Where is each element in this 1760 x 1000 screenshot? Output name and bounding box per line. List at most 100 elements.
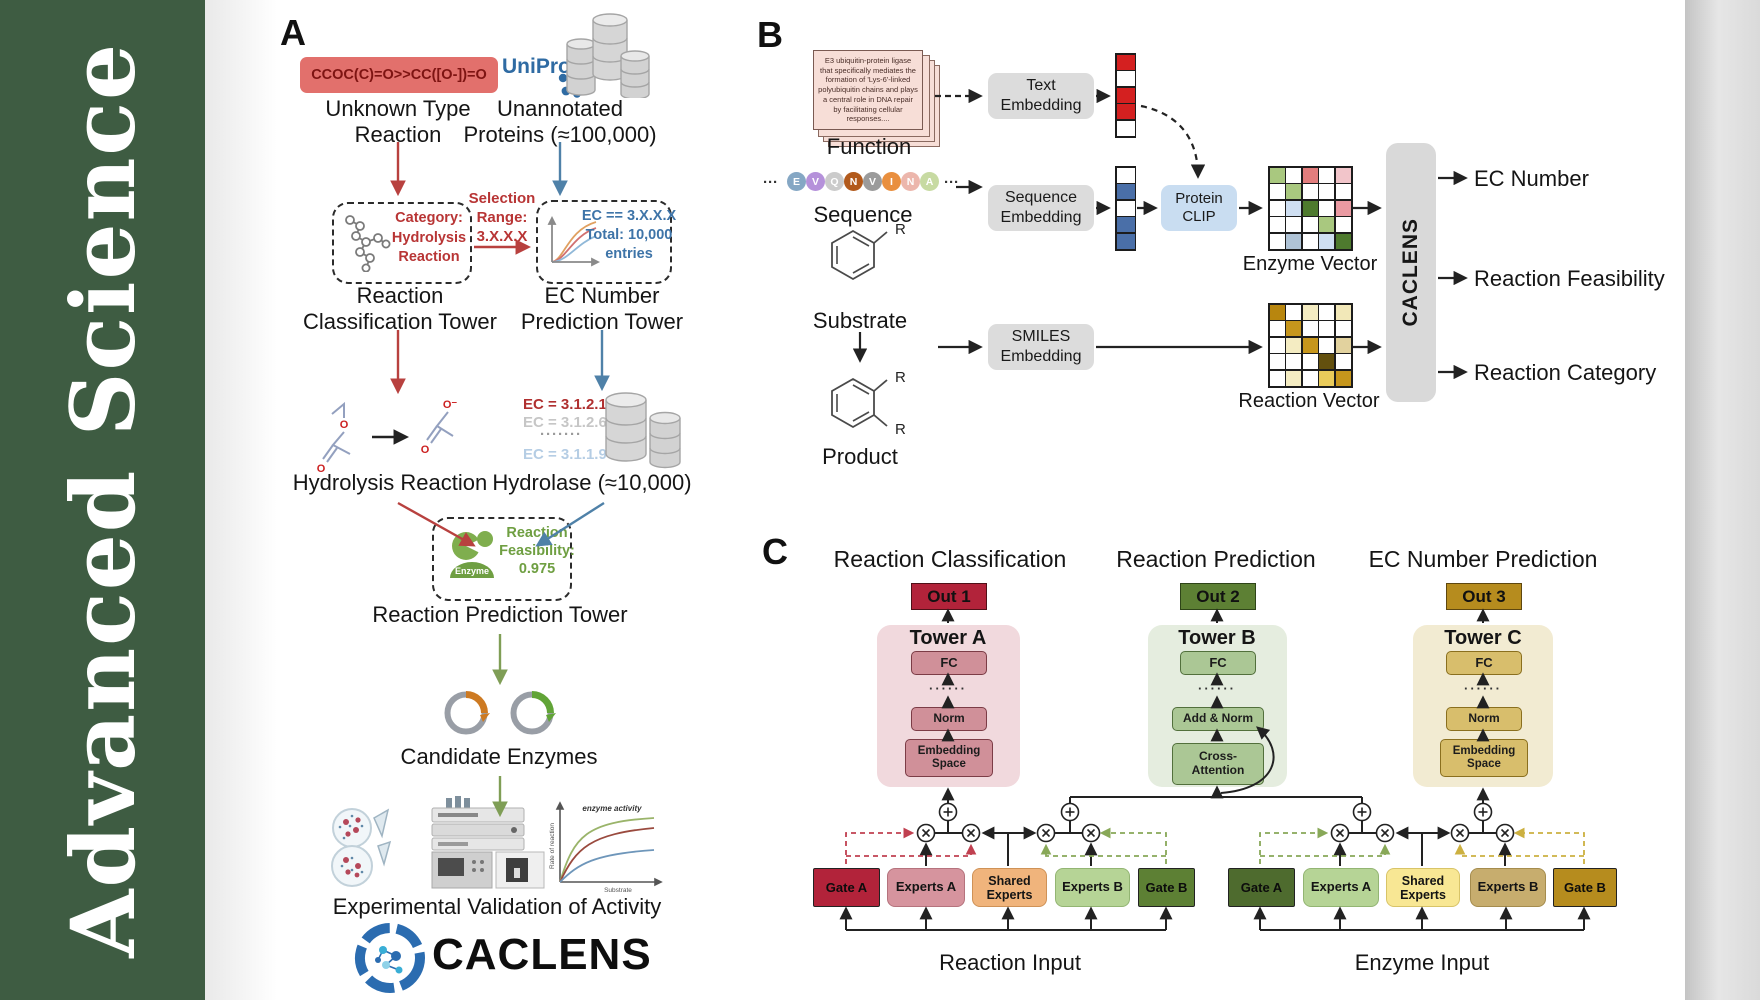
output-reaction-feasibility: Reaction Feasibility bbox=[1474, 266, 1665, 291]
matrix-cell bbox=[1319, 233, 1335, 249]
out3-box: Out 3 bbox=[1446, 583, 1522, 610]
matrix-cell bbox=[1286, 167, 1302, 183]
matrix-cell bbox=[1269, 233, 1285, 249]
out1-box: Out 1 bbox=[911, 583, 987, 610]
enzyme-vector-matrix bbox=[1268, 166, 1353, 251]
matrix-cell bbox=[1116, 54, 1135, 70]
moe-reaction-experts-a: Experts A bbox=[887, 868, 965, 907]
matrix-cell bbox=[1302, 167, 1318, 183]
svg-text:O: O bbox=[421, 444, 430, 456]
product-r-group-1: R bbox=[895, 369, 906, 386]
tower3-label: Reaction Prediction Tower bbox=[372, 602, 628, 627]
sum-node bbox=[1352, 802, 1372, 822]
matrix-cell bbox=[1269, 167, 1285, 183]
matrix-cell bbox=[1269, 337, 1285, 353]
matrix-cell bbox=[1319, 370, 1335, 386]
matrix-cell bbox=[1335, 167, 1351, 183]
matrix-cell bbox=[1286, 304, 1302, 320]
matrix-cell bbox=[1269, 184, 1285, 200]
heading-reaction-prediction: Reaction Prediction bbox=[1116, 546, 1316, 572]
tower-b-fc: FC bbox=[1180, 651, 1256, 675]
amino-acid-circle: N bbox=[901, 172, 920, 191]
hydrolysis-reaction-label: Hydrolysis Reaction bbox=[292, 470, 488, 495]
matrix-cell bbox=[1319, 217, 1335, 233]
output-reaction-category: Reaction Category bbox=[1474, 360, 1657, 385]
hplc-instrument-icon bbox=[431, 796, 545, 889]
substrate-molecule-icon: R bbox=[831, 222, 906, 281]
moe-enzyme-shared-experts: Shared Experts bbox=[1386, 868, 1460, 907]
feasibility-label: Reaction Feasibility: 0.975 bbox=[499, 525, 575, 578]
enzyme-input-label: Enzyme Input bbox=[1354, 950, 1490, 975]
moe-enzyme-gate-b: Gate B bbox=[1553, 868, 1617, 907]
amino-acid-circle: A bbox=[920, 172, 939, 191]
molecule-chain-icon bbox=[345, 215, 391, 272]
matrix-cell bbox=[1335, 321, 1351, 337]
moe-enzyme-experts-b: Experts B bbox=[1470, 868, 1546, 907]
matrix-cell bbox=[1335, 337, 1351, 353]
moe-reaction-shared-experts: Shared Experts bbox=[972, 868, 1047, 907]
hydrolase-label: Hydrolase (≈10,000) bbox=[492, 470, 692, 495]
matrix-cell bbox=[1335, 304, 1351, 320]
matrix-cell bbox=[1319, 167, 1335, 183]
graph-title: enzyme activity bbox=[582, 804, 642, 813]
matrix-cell bbox=[1286, 354, 1302, 370]
product-node bbox=[1330, 823, 1350, 843]
matrix-cell bbox=[1319, 304, 1335, 320]
reaction-vector-label: Reaction Vector bbox=[1238, 390, 1380, 412]
plasmid-icons bbox=[444, 691, 556, 735]
matrix-cell bbox=[1269, 304, 1285, 320]
matrix-cell bbox=[1286, 321, 1302, 337]
caclens-model-bar: CACLENS bbox=[1386, 143, 1436, 402]
function-text-card: E3 ubiquitin-protein ligase that specifi… bbox=[813, 50, 923, 130]
panel-a-label: A bbox=[280, 12, 306, 53]
heading-ec-number-prediction: EC Number Prediction bbox=[1368, 546, 1598, 572]
caclens-logo-icon bbox=[355, 923, 425, 993]
matrix-cell bbox=[1335, 370, 1351, 386]
tower-b-add-norm: Add & Norm bbox=[1172, 707, 1264, 731]
output-ec-number: EC Number bbox=[1474, 166, 1589, 191]
moe-reaction-experts-b: Experts B bbox=[1055, 868, 1130, 907]
ec-result-2: EC = 3.1.2.6 bbox=[523, 414, 607, 431]
tower-c-norm: Norm bbox=[1446, 707, 1522, 731]
matrix-cell bbox=[1116, 120, 1135, 136]
enzyme-activity-graph: enzyme activity Rate of reaction Substra… bbox=[549, 801, 663, 894]
amino-acid-circle: I bbox=[882, 172, 901, 191]
matrix-cell bbox=[1335, 184, 1351, 200]
matrix-cell bbox=[1319, 184, 1335, 200]
product-node bbox=[1081, 823, 1101, 843]
matrix-cell bbox=[1269, 217, 1285, 233]
amino-acid-circle: E bbox=[787, 172, 806, 191]
matrix-cell bbox=[1302, 233, 1318, 249]
product-node bbox=[1495, 823, 1515, 843]
smiles-embedding-box: SMILES Embedding bbox=[988, 324, 1094, 370]
matrix-cell bbox=[1302, 184, 1318, 200]
caclens-model-label: CACLENS bbox=[1399, 218, 1422, 327]
function-label: Function bbox=[826, 134, 912, 159]
matrix-cell bbox=[1269, 370, 1285, 386]
sigmoid-curves-icon bbox=[547, 215, 601, 267]
matrix-cell bbox=[1302, 217, 1318, 233]
page-left-shadow bbox=[205, 0, 295, 1000]
sum-node bbox=[1060, 802, 1080, 822]
matrix-cell bbox=[1302, 200, 1318, 216]
journal-title: Advanced Science bbox=[50, 42, 155, 958]
protein-clip-box: Protein CLIP bbox=[1161, 185, 1237, 231]
heading-reaction-classification: Reaction Classification bbox=[833, 546, 1067, 572]
text-embedding-box: Text Embedding bbox=[988, 73, 1094, 119]
matrix-cell bbox=[1286, 337, 1302, 353]
ec-result-1: EC = 3.1.2.1 bbox=[523, 396, 607, 413]
matrix-cell bbox=[1116, 184, 1135, 200]
sequence-label: Sequence bbox=[813, 202, 913, 227]
text-embedding-vector bbox=[1115, 53, 1137, 138]
tower-c-title: Tower C bbox=[1444, 627, 1522, 649]
tower-b-dots: ······ bbox=[1198, 681, 1236, 696]
sum-node bbox=[938, 802, 958, 822]
validation-label: Experimental Validation of Activity bbox=[332, 894, 662, 919]
caclens-wordmark: CACLENS bbox=[432, 930, 652, 979]
unknown-reaction-label: Unknown Type Reaction bbox=[325, 96, 471, 147]
hydrolysis-molecules-icon: O O O⁻ O bbox=[317, 399, 458, 475]
matrix-cell bbox=[1302, 354, 1318, 370]
candidate-enzymes-label: Candidate Enzymes bbox=[400, 744, 598, 769]
